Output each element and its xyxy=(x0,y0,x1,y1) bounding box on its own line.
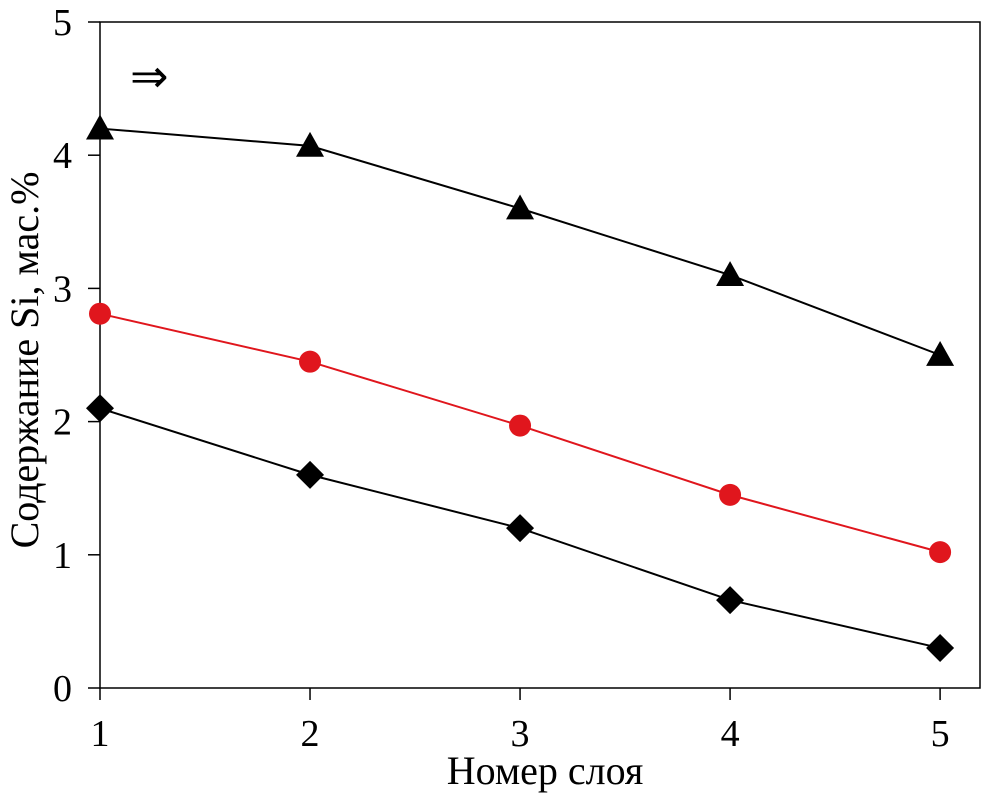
diamond-marker xyxy=(926,634,955,663)
x-axis-label: Номер слоя xyxy=(447,748,644,793)
series-diamond xyxy=(86,394,955,663)
triangle-marker xyxy=(296,131,325,157)
diamond-marker xyxy=(716,586,745,615)
data-series xyxy=(86,114,955,663)
triangle-marker xyxy=(86,114,114,140)
circle-marker xyxy=(89,302,111,325)
series-line-triangle xyxy=(99,127,941,356)
circle-marker xyxy=(929,541,952,564)
y-tick-label: 5 xyxy=(53,2,72,44)
direction-arrow-annotation: ⇒ xyxy=(130,49,169,103)
triangle-marker xyxy=(506,194,535,220)
y-tick-label: 4 xyxy=(53,135,72,177)
axis-labels: Номер слоя Содержание Si, мас.% ⇒ xyxy=(2,49,643,793)
circle-marker xyxy=(299,350,322,373)
circle-marker xyxy=(509,414,532,437)
diamond-marker xyxy=(86,394,114,423)
diamond-marker xyxy=(296,460,325,489)
triangle-marker xyxy=(716,261,745,286)
x-tick-label: 1 xyxy=(91,713,110,755)
series-triangle xyxy=(86,114,955,366)
x-tick-label: 2 xyxy=(301,713,320,755)
x-tick-label: 5 xyxy=(931,713,950,755)
y-axis-label: Содержание Si, мас.% xyxy=(2,172,47,549)
triangle-marker xyxy=(926,341,955,366)
diamond-marker xyxy=(506,514,535,543)
y-tick-label: 0 xyxy=(53,668,72,710)
y-tick-label: 2 xyxy=(53,402,72,444)
y-tick-label: 1 xyxy=(53,535,72,577)
series-circle xyxy=(89,302,952,564)
chart-frame xyxy=(99,21,981,689)
plot-frame xyxy=(99,21,981,689)
y-tick-label: 3 xyxy=(53,268,72,310)
x-tick-label: 4 xyxy=(721,713,740,755)
x-tick-label: 3 xyxy=(511,713,530,755)
circle-marker xyxy=(719,483,742,506)
